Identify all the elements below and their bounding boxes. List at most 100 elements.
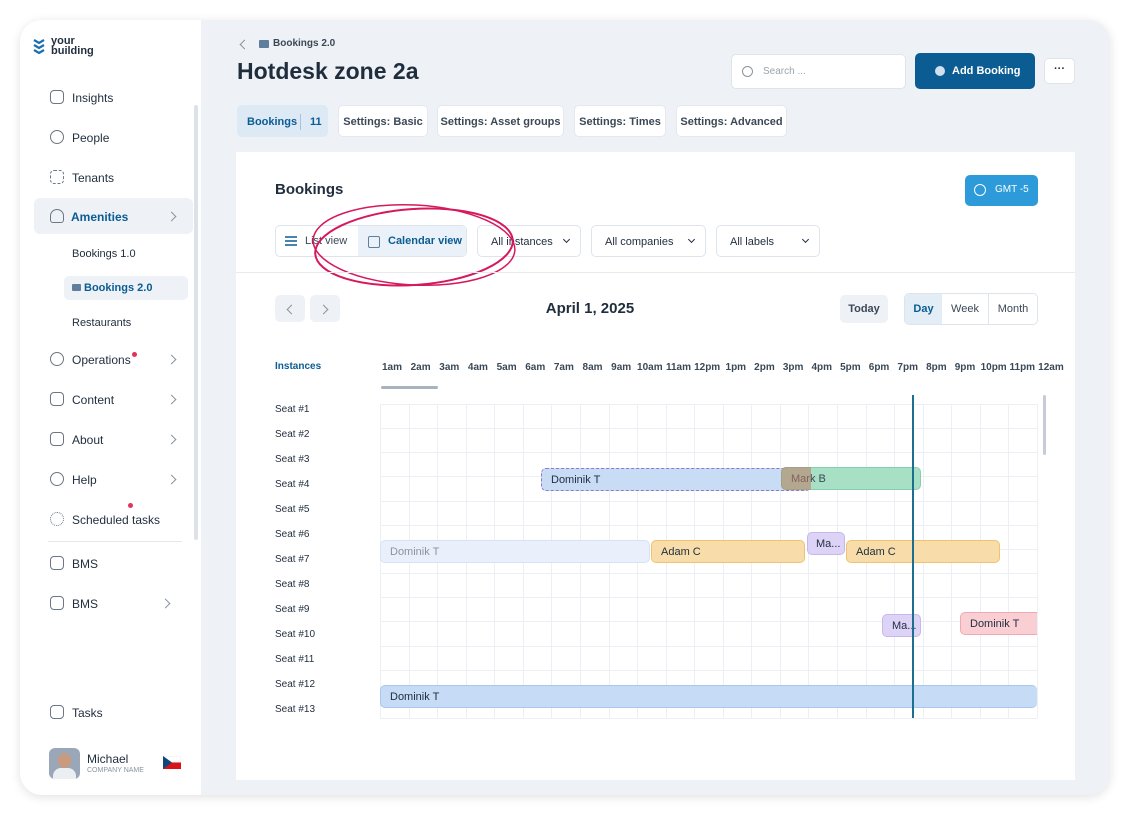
booking[interactable]: Dominik T	[960, 612, 1037, 635]
booking[interactable]: Adam C	[846, 540, 1000, 563]
current-time-line	[912, 395, 914, 718]
nav-item[interactable]: Insights	[72, 91, 114, 105]
nav-item[interactable]: Amenities	[71, 210, 129, 224]
nav-item[interactable]: BMS	[72, 557, 99, 571]
badge-dot	[132, 352, 137, 357]
filter-label: All labels	[730, 236, 775, 248]
grid-line	[1008, 404, 1010, 718]
grid-line	[380, 500, 1037, 502]
nav-item[interactable]: Help	[72, 473, 97, 487]
icon	[50, 130, 64, 144]
range-option[interactable]: Week	[942, 294, 989, 324]
booking[interactable]: Dominik T	[541, 468, 811, 491]
tab-active[interactable]: Bookings 11	[237, 105, 328, 137]
range-option[interactable]: Month	[997, 303, 1029, 315]
icon	[50, 90, 64, 104]
more-button[interactable]: ···	[1044, 58, 1075, 84]
sidebar	[20, 20, 201, 795]
icon	[50, 209, 64, 223]
sub-nav-item[interactable]: Restaurants	[72, 317, 132, 329]
calendar-date: April 1, 2025	[545, 300, 635, 317]
scrollbar	[194, 105, 198, 540]
tab[interactable]: Settings: Advanced	[676, 105, 787, 137]
highlight-circle	[312, 203, 516, 287]
panel-title: Bookings	[275, 181, 344, 198]
filter-dropdown[interactable]: All labels	[716, 225, 820, 257]
icon	[50, 392, 64, 406]
nav-item[interactable]: Tenants	[72, 171, 115, 185]
seat-label: Seat #1	[275, 404, 310, 415]
nav-item[interactable]: Tasks	[72, 706, 103, 720]
booking[interactable]: Ma...	[807, 532, 845, 555]
divider	[48, 541, 182, 542]
booking[interactable]: Adam C	[651, 540, 805, 563]
seat-label: Seat #9	[275, 604, 310, 615]
user-name: Michael	[87, 752, 129, 766]
hour-label: 2pm	[754, 362, 775, 373]
icon	[50, 705, 64, 719]
logo-line: your	[51, 35, 75, 47]
filter-label: All instances	[491, 236, 553, 248]
page-title: Hotdesk zone 2a	[237, 58, 419, 84]
grid-line	[380, 452, 1037, 454]
hour-label: 5pm	[840, 362, 861, 373]
next-button[interactable]	[310, 295, 340, 322]
nav-item[interactable]: Operations	[72, 353, 131, 367]
calendar-icon	[368, 236, 380, 248]
calendar-view-bg	[358, 226, 466, 256]
nav-item[interactable]: People	[72, 131, 110, 145]
grid-line	[380, 718, 1037, 719]
chevron	[687, 235, 696, 244]
hour-label: 9pm	[954, 362, 976, 373]
chevron	[801, 235, 810, 244]
booking[interactable]: Dominik T	[380, 685, 1037, 708]
prev-button[interactable]	[275, 295, 305, 322]
grid-line	[380, 669, 1037, 671]
seat-label: Seat #6	[275, 529, 310, 540]
logo-line: building	[51, 45, 94, 57]
today-button[interactable]: Today	[840, 295, 888, 323]
hour-label: 3pm	[782, 362, 804, 373]
decoration	[58, 753, 71, 768]
icon	[50, 556, 64, 570]
booking[interactable]: Ma...	[882, 614, 921, 637]
decoration	[742, 66, 753, 77]
sub-nav-item[interactable]: Bookings 2.0	[84, 282, 153, 294]
grid-line	[380, 597, 1037, 599]
range-option[interactable]: Day	[905, 294, 942, 324]
seat-label: Seat #5	[275, 504, 310, 515]
icon	[50, 170, 64, 184]
timezone: GMT -5	[995, 184, 1029, 195]
timezone-button[interactable]: GMT -5	[965, 175, 1038, 206]
filter-dropdown[interactable]: All companies	[591, 225, 706, 257]
nav-item[interactable]: Content	[72, 393, 115, 407]
hour-label: 7am	[553, 362, 574, 373]
booking[interactable]: Dominik T	[380, 540, 650, 563]
view-option[interactable]: Calendar view	[388, 235, 462, 247]
filter-dropdown[interactable]: All instances	[477, 225, 581, 257]
nav-item[interactable]: BMS	[72, 597, 99, 611]
filter-label: All companies	[605, 236, 674, 248]
seat-label: Seat #11	[275, 654, 315, 665]
view-option[interactable]: List view	[305, 235, 348, 247]
sub-icon	[72, 284, 81, 291]
grid-line	[380, 573, 1037, 575]
icon	[50, 432, 64, 446]
add-booking-button[interactable]: Add Booking	[915, 53, 1035, 89]
tab[interactable]: Settings: Basic	[338, 105, 428, 137]
hour-label: 1pm	[725, 362, 747, 373]
nav-item[interactable]: About	[72, 433, 104, 447]
tab[interactable]: Settings: Asset groups	[437, 105, 564, 137]
overlap	[781, 467, 811, 490]
seat-label: Seat #8	[275, 579, 310, 590]
nav-item[interactable]: Scheduled tasks	[72, 513, 161, 527]
chevron	[286, 304, 297, 315]
breadcrumb[interactable]: Bookings 2.0	[273, 38, 336, 49]
hour-label: 10pm	[980, 362, 1007, 373]
sub-nav-item[interactable]: Bookings 1.0	[72, 248, 136, 260]
search-box[interactable]: Search ...	[731, 54, 906, 89]
avatar	[49, 748, 80, 779]
seat-label: Seat #10	[275, 629, 316, 640]
tab[interactable]: Settings: Times	[574, 105, 666, 137]
